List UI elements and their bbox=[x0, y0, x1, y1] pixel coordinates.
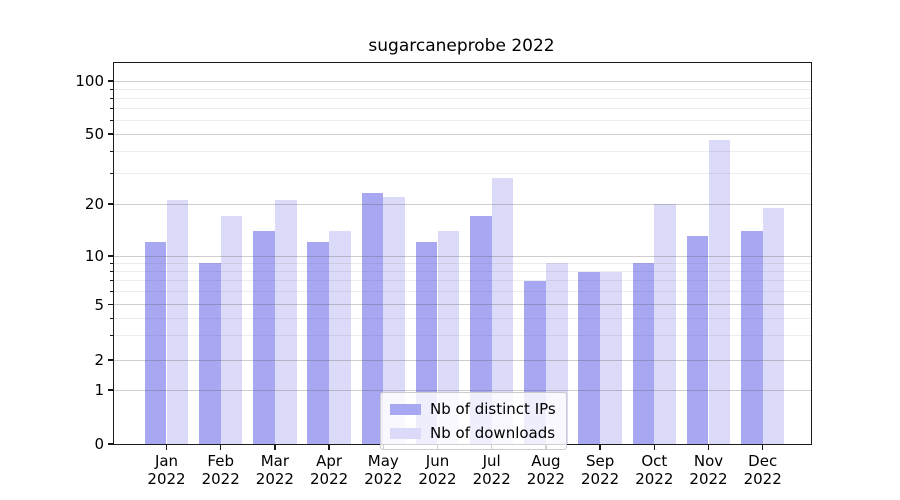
y-minortick-40 bbox=[110, 150, 113, 152]
y-tick-1 bbox=[108, 389, 113, 391]
y-tick-2 bbox=[108, 359, 113, 361]
x-tick-label-nov: Nov 2022 bbox=[689, 452, 728, 488]
x-tick-apr bbox=[328, 445, 330, 450]
legend-swatch-downloads-icon bbox=[390, 427, 421, 439]
x-tick-label-jan: Jan 2022 bbox=[147, 452, 186, 488]
gridline-minor-6 bbox=[114, 291, 811, 293]
x-tick-label-oct: Oct 2022 bbox=[635, 452, 674, 488]
x-tick-jan bbox=[165, 445, 168, 450]
gridline-major-10 bbox=[114, 255, 811, 257]
y-tick-label-50: 50 bbox=[84, 125, 104, 143]
gridline-minor-3 bbox=[114, 334, 811, 336]
bar-distinct-ips-may bbox=[361, 193, 384, 444]
gridline-minor-90 bbox=[114, 88, 811, 90]
y-tick-label-100: 100 bbox=[75, 72, 104, 90]
y-tick-0 bbox=[108, 443, 113, 445]
x-tick-label-feb: Feb 2022 bbox=[201, 452, 240, 488]
legend-row-distinct-ips: Nb of distinct IPs bbox=[390, 400, 556, 418]
gridline-minor-30 bbox=[114, 172, 811, 174]
y-minortick-7 bbox=[110, 280, 113, 282]
bar-distinct-ips-sep bbox=[578, 271, 601, 444]
y-tick-100 bbox=[108, 80, 113, 82]
y-minortick-30 bbox=[110, 172, 113, 174]
x-tick-dec bbox=[762, 445, 764, 450]
gridline-minor-9 bbox=[114, 262, 811, 264]
gridline-minor-4 bbox=[114, 317, 811, 319]
y-tick-label-5: 5 bbox=[94, 295, 104, 314]
bar-downloads-mar bbox=[274, 200, 297, 444]
bar-downloads-jul bbox=[491, 178, 514, 444]
gridline-major-50 bbox=[114, 133, 811, 135]
y-tick-10 bbox=[108, 255, 113, 257]
y-minortick-6 bbox=[110, 291, 113, 293]
x-tick-label-sep: Sep 2022 bbox=[581, 452, 620, 488]
legend-label-distinct-ips: Nb of distinct IPs bbox=[430, 400, 556, 418]
bar-distinct-ips-dec bbox=[741, 230, 763, 444]
y-minortick-9 bbox=[110, 262, 113, 264]
x-tick-label-jul: Jul 2022 bbox=[472, 452, 511, 488]
bar-distinct-ips-oct bbox=[632, 263, 655, 444]
gridline-minor-7 bbox=[114, 280, 811, 282]
x-tick-label-apr: Apr 2022 bbox=[310, 452, 349, 488]
gridline-minor-60 bbox=[114, 119, 811, 121]
x-tick-nov bbox=[707, 445, 710, 450]
bar-downloads-apr bbox=[329, 230, 351, 444]
bar-distinct-ips-jan bbox=[144, 242, 167, 444]
y-minortick-8 bbox=[110, 271, 113, 273]
y-tick-label-2: 2 bbox=[94, 351, 104, 369]
y-tick-5 bbox=[108, 303, 113, 306]
gridline-major-1 bbox=[114, 389, 811, 391]
bar-downloads-nov bbox=[708, 140, 731, 444]
x-tick-sep bbox=[599, 445, 601, 450]
y-tick-label-10: 10 bbox=[84, 247, 104, 265]
bar-downloads-dec bbox=[762, 207, 785, 444]
y-minortick-60 bbox=[110, 119, 113, 121]
bar-downloads-may bbox=[383, 196, 405, 444]
x-tick-feb bbox=[220, 445, 222, 450]
x-tick-label-mar: Mar 2022 bbox=[255, 452, 294, 488]
gridline-major-20 bbox=[114, 203, 811, 205]
gridline-minor-80 bbox=[114, 97, 811, 99]
gridline-minor-8 bbox=[114, 271, 811, 273]
legend-swatch-distinct-ips-icon bbox=[390, 403, 421, 415]
bar-distinct-ips-jul bbox=[470, 216, 492, 444]
bar-distinct-ips-mar bbox=[253, 230, 275, 444]
bar-distinct-ips-feb bbox=[199, 263, 221, 444]
legend-row-downloads: Nb of downloads bbox=[390, 424, 556, 442]
x-tick-label-aug: Aug 2022 bbox=[526, 452, 565, 488]
bar-downloads-jun bbox=[437, 230, 460, 444]
x-tick-label-may: May 2022 bbox=[364, 452, 403, 488]
y-tick-20 bbox=[108, 203, 113, 205]
bar-downloads-oct bbox=[654, 204, 676, 444]
bar-distinct-ips-apr bbox=[307, 242, 330, 444]
gridline-minor-70 bbox=[114, 107, 811, 109]
gridline-major-2 bbox=[114, 359, 811, 361]
x-tick-label-dec: Dec 2022 bbox=[743, 452, 782, 488]
x-tick-oct bbox=[653, 445, 655, 450]
bar-downloads-jan bbox=[166, 200, 189, 444]
bar-downloads-sep bbox=[600, 271, 622, 444]
bar-downloads-feb bbox=[220, 216, 243, 444]
chart-title: sugarcaneprobe 2022 bbox=[368, 36, 555, 56]
bar-distinct-ips-nov bbox=[686, 236, 709, 444]
gridline-major-100 bbox=[114, 80, 811, 82]
x-tick-mar bbox=[274, 445, 276, 450]
plot-area: 100 50 20 10 5 2 1 0 Jan 2022 Feb 2022 Mar 2022 Apr 202… bbox=[75, 62, 812, 488]
legend: Nb of distinct IPs Nb of downloads bbox=[380, 392, 567, 450]
y-tick-50 bbox=[108, 133, 113, 135]
y-minortick-4 bbox=[110, 317, 113, 319]
y-minortick-90 bbox=[110, 88, 113, 90]
y-tick-label-1: 1 bbox=[94, 381, 104, 399]
y-tick-label-0: 0 bbox=[94, 435, 104, 453]
y-minortick-80 bbox=[110, 97, 113, 99]
y-tick-label-20: 20 bbox=[84, 195, 104, 213]
y-minortick-3 bbox=[110, 334, 113, 336]
gridline-major-5 bbox=[114, 304, 811, 305]
gridline-minor-40 bbox=[114, 150, 811, 152]
y-minortick-70 bbox=[110, 107, 113, 109]
legend-label-downloads: Nb of downloads bbox=[430, 424, 556, 442]
x-tick-label-jun: Jun 2022 bbox=[418, 452, 457, 488]
